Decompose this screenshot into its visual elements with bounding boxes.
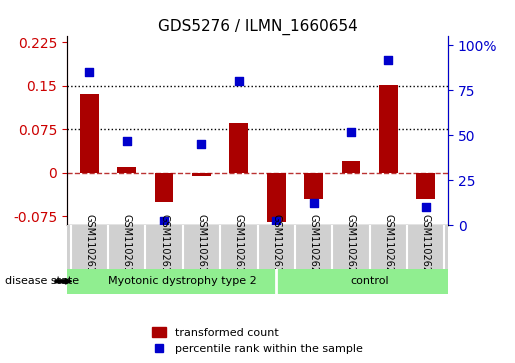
Point <box>235 78 243 84</box>
Text: GSM1102619: GSM1102619 <box>271 214 281 280</box>
Text: GSM1102618: GSM1102618 <box>234 214 244 280</box>
Point <box>310 201 318 207</box>
Point <box>197 141 205 147</box>
Point <box>347 129 355 134</box>
Point <box>384 57 392 62</box>
Text: GSM1102620: GSM1102620 <box>308 214 319 280</box>
Text: control: control <box>350 276 389 286</box>
Bar <box>192 173 211 176</box>
Text: GSM1102616: GSM1102616 <box>159 214 169 280</box>
Text: disease state: disease state <box>5 276 79 286</box>
Bar <box>267 173 285 222</box>
Bar <box>117 167 136 173</box>
Text: GSM1102621: GSM1102621 <box>346 214 356 280</box>
Title: GDS5276 / ILMN_1660654: GDS5276 / ILMN_1660654 <box>158 19 357 35</box>
Text: Myotonic dystrophy type 2: Myotonic dystrophy type 2 <box>108 276 257 286</box>
Point <box>123 138 131 143</box>
Point <box>160 219 168 224</box>
Point <box>421 204 430 210</box>
Point <box>85 69 94 75</box>
Text: GSM1102615: GSM1102615 <box>122 214 132 280</box>
Text: GSM1102623: GSM1102623 <box>421 214 431 280</box>
Bar <box>379 85 398 173</box>
Text: GSM1102622: GSM1102622 <box>383 214 393 280</box>
Point <box>272 219 280 224</box>
Legend: transformed count, percentile rank within the sample: transformed count, percentile rank withi… <box>149 324 366 358</box>
Text: GSM1102617: GSM1102617 <box>196 214 207 280</box>
Bar <box>304 173 323 199</box>
Bar <box>416 173 435 199</box>
Text: GSM1102614: GSM1102614 <box>84 214 94 280</box>
Bar <box>80 94 99 173</box>
Bar <box>230 123 248 173</box>
Bar <box>341 161 360 173</box>
Bar <box>154 173 174 202</box>
